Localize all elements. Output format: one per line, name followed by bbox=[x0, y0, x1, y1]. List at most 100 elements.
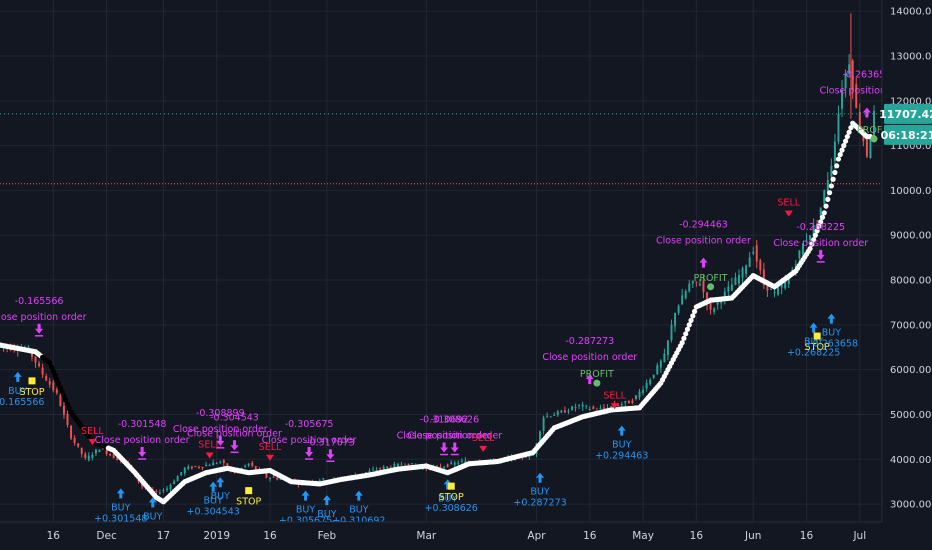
candle-body bbox=[652, 374, 655, 379]
signal-close: -0.294463 Close position order bbox=[656, 220, 751, 268]
time-axis[interactable]: 16 Dec 17 2019 16 Feb Mar Apr 16 May 16 Jun 16 Jul bbox=[0, 521, 932, 550]
trailing-stop-dot bbox=[823, 203, 829, 209]
candle-body bbox=[251, 462, 254, 466]
signal-profit: PROFIT bbox=[580, 369, 614, 387]
candle-body bbox=[364, 472, 367, 474]
candle-body bbox=[73, 437, 76, 443]
trailing-stop-dot bbox=[839, 147, 845, 153]
candle-body bbox=[748, 257, 751, 267]
close-order-arrow-icon bbox=[216, 435, 225, 446]
signal-profit: PROFIT bbox=[694, 273, 728, 291]
candle-body bbox=[745, 265, 748, 274]
candle-body bbox=[169, 484, 172, 490]
signal-close: -0.165566 Close position order bbox=[0, 296, 87, 337]
candle-body bbox=[393, 464, 396, 468]
candle-body bbox=[592, 406, 595, 409]
profit-dot-icon bbox=[593, 379, 601, 387]
signal-close: -0.287273 Close position order bbox=[542, 336, 637, 385]
close-order-arrow-icon bbox=[326, 449, 335, 460]
trailing-stop-dot bbox=[59, 389, 65, 395]
close-order-label: Close position order bbox=[397, 431, 492, 442]
profit-label: PROFIT bbox=[694, 273, 728, 284]
buy-label: BUY bbox=[204, 496, 223, 507]
close-order-label: Close position order bbox=[773, 238, 868, 249]
buy-arrow-icon bbox=[354, 490, 363, 501]
signal-close: -0.301548 Close position order bbox=[95, 419, 190, 460]
signal-buy: BUY+0.304543 bbox=[187, 481, 240, 518]
close-order-label: Close position order bbox=[656, 236, 751, 247]
close-order-amount: -0.263658 bbox=[843, 70, 892, 81]
candle-body bbox=[379, 468, 382, 470]
close-order-amount: -0.268225 bbox=[796, 222, 845, 233]
close-order-amount: -0.317673 bbox=[306, 437, 355, 448]
candle-body bbox=[674, 313, 677, 327]
profit-label: PROFIT bbox=[857, 125, 891, 136]
candle-body bbox=[205, 464, 208, 467]
candle-body bbox=[322, 478, 325, 480]
candle-body bbox=[272, 476, 275, 478]
buy-amount: +0.287273 bbox=[513, 498, 566, 509]
candle-body bbox=[91, 454, 94, 459]
buy-amount: +0.305675 bbox=[279, 516, 332, 527]
candle-body bbox=[279, 478, 282, 480]
buy-label: BUY bbox=[822, 328, 841, 339]
buy-arrow-icon bbox=[116, 488, 125, 499]
candle-body bbox=[436, 465, 438, 467]
stop-label: STOP bbox=[805, 342, 830, 353]
buy-label: BUY bbox=[530, 487, 549, 498]
candle-body bbox=[450, 462, 453, 465]
candle-body bbox=[80, 447, 83, 454]
stop-label: STOP bbox=[19, 387, 44, 398]
candle-body bbox=[539, 431, 542, 442]
trailing-stop-dot bbox=[690, 313, 696, 319]
close-order-label: Close position order bbox=[187, 428, 282, 439]
candle-body bbox=[634, 395, 637, 400]
candle-body bbox=[787, 277, 790, 285]
signal-buy: BUY+0.301548 bbox=[94, 488, 147, 524]
buy-label: BUY bbox=[143, 511, 162, 522]
price-axis[interactable]: 3000.00 4000.00 5000.00 6000.00 7000.00 8000.… bbox=[881, 0, 932, 550]
trailing-stop-dot bbox=[818, 219, 824, 225]
candle-body bbox=[805, 240, 808, 242]
trailing-stop-dot bbox=[56, 380, 62, 387]
signal-buy: BUY+0.310692 bbox=[332, 490, 385, 527]
candle-body bbox=[173, 481, 176, 484]
candle-body bbox=[102, 447, 105, 450]
candle-body bbox=[386, 466, 389, 469]
x-tick-label: Dec bbox=[96, 530, 117, 542]
candle-body bbox=[599, 408, 602, 410]
buy-label: BUY bbox=[438, 493, 457, 504]
candle-body bbox=[769, 288, 772, 290]
trailing-stop-dot bbox=[812, 232, 818, 238]
x-tick-label: Jun bbox=[744, 530, 761, 542]
candle-body bbox=[571, 406, 573, 410]
buy-arrow-icon bbox=[322, 495, 331, 506]
candle-body bbox=[247, 463, 250, 466]
candle-body bbox=[45, 375, 48, 381]
candle-body bbox=[762, 269, 765, 285]
trailing-stop-dot bbox=[825, 196, 831, 202]
close-order-label: Close position order bbox=[0, 312, 87, 323]
candle-body bbox=[187, 466, 190, 469]
candle-body bbox=[158, 492, 161, 494]
trailing-stop-dot bbox=[64, 401, 71, 407]
candle-body bbox=[833, 141, 836, 162]
candle-body bbox=[52, 382, 55, 391]
candle-body bbox=[585, 405, 588, 407]
stop-square-icon bbox=[813, 332, 821, 340]
buy-label: BUY bbox=[612, 440, 631, 451]
signal-stop: STOP+0.308626 bbox=[425, 482, 478, 514]
candle-body bbox=[105, 450, 108, 455]
candle-body bbox=[780, 284, 783, 288]
candle-body bbox=[784, 280, 787, 289]
candle-body bbox=[670, 325, 673, 341]
candle-body bbox=[567, 411, 570, 413]
sell-label: SELL bbox=[81, 426, 104, 437]
y-tick-label: 14000.00 bbox=[890, 7, 932, 18]
candle-body bbox=[688, 283, 691, 292]
candle-body bbox=[55, 389, 58, 393]
candle-body bbox=[706, 292, 708, 305]
candle-body bbox=[197, 466, 200, 468]
x-tick-label: 2019 bbox=[203, 530, 230, 542]
